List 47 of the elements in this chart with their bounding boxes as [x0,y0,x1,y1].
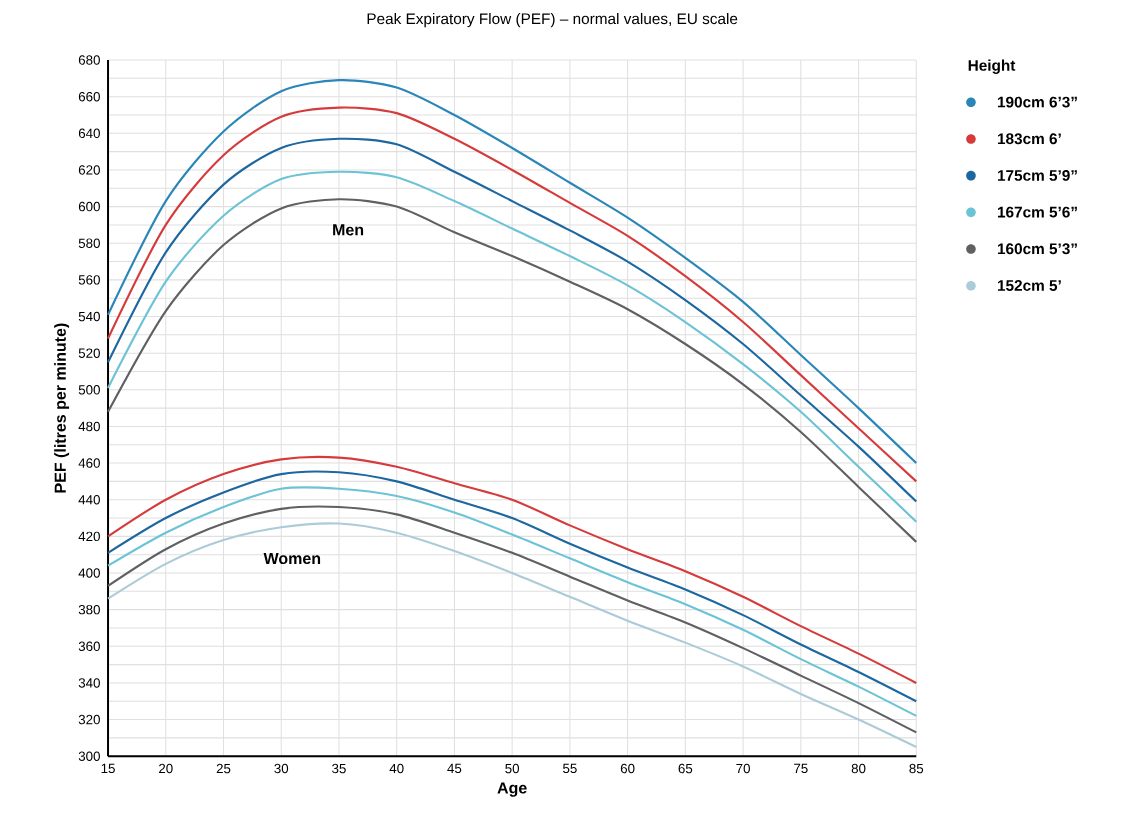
x-tick-label: 80 [851,763,866,774]
y-tick-label: 460 [78,458,100,469]
x-tick-label: 35 [332,763,346,774]
y-tick-label: 480 [78,421,100,432]
y-tick-label: 440 [78,495,100,505]
y-tick-label: 340 [78,678,100,688]
chart-title: Peak Expiratory Flow (PEF) – normal values, EU scale [367,13,738,28]
y-tick-label: 520 [78,348,100,359]
x-tick-label: 45 [447,763,462,774]
legend-label: 167cm 5’6” [997,206,1077,218]
x-tick-label: 40 [389,763,404,774]
legend-label: 183cm 6’ [997,133,1061,145]
y-tick-label: 680 [78,55,100,65]
x-tick-label: 65 [678,763,693,774]
y-tick-label: 320 [78,715,100,725]
x-axis-title: Age [497,782,527,797]
annotation: Men [333,224,364,236]
legend-label: 175cm 5’9” [997,170,1077,182]
y-tick-label: 660 [78,92,100,102]
y-tick-label: 400 [78,568,100,578]
y-tick-label: 640 [78,128,100,139]
y-axis-title: PEF (litres per minute) [54,323,70,493]
x-tick-label: 55 [563,763,577,774]
x-tick-label: 30 [274,763,289,774]
y-tick-label: 380 [78,605,100,615]
y-tick-label: 620 [78,165,100,175]
y-tick-label: 560 [78,275,100,285]
x-tick-label: 75 [794,763,808,774]
y-tick-label: 600 [78,202,100,212]
x-tick-label: 50 [505,763,520,774]
y-tick-label: 420 [78,531,100,542]
legend-title: Height [968,59,1016,75]
x-tick-label: 25 [216,763,231,774]
y-tick-label: 500 [78,385,100,395]
legend-label: 152cm 5’ [997,280,1061,292]
x-tick-label: 15 [101,763,115,774]
x-tick-label: 85 [909,763,924,774]
x-tick-label: 70 [736,763,750,774]
y-tick-label: 300 [78,751,100,762]
annotation: Women [263,553,321,565]
y-tick-label: 360 [78,641,100,652]
y-tick-label: 580 [78,238,100,249]
x-tick-label: 20 [159,763,173,774]
x-tick-label: 60 [620,763,635,774]
legend-label: 190cm 6’3” [997,96,1077,108]
legend-label: 160cm 5’3” [997,243,1077,255]
y-tick-label: 540 [78,312,100,322]
